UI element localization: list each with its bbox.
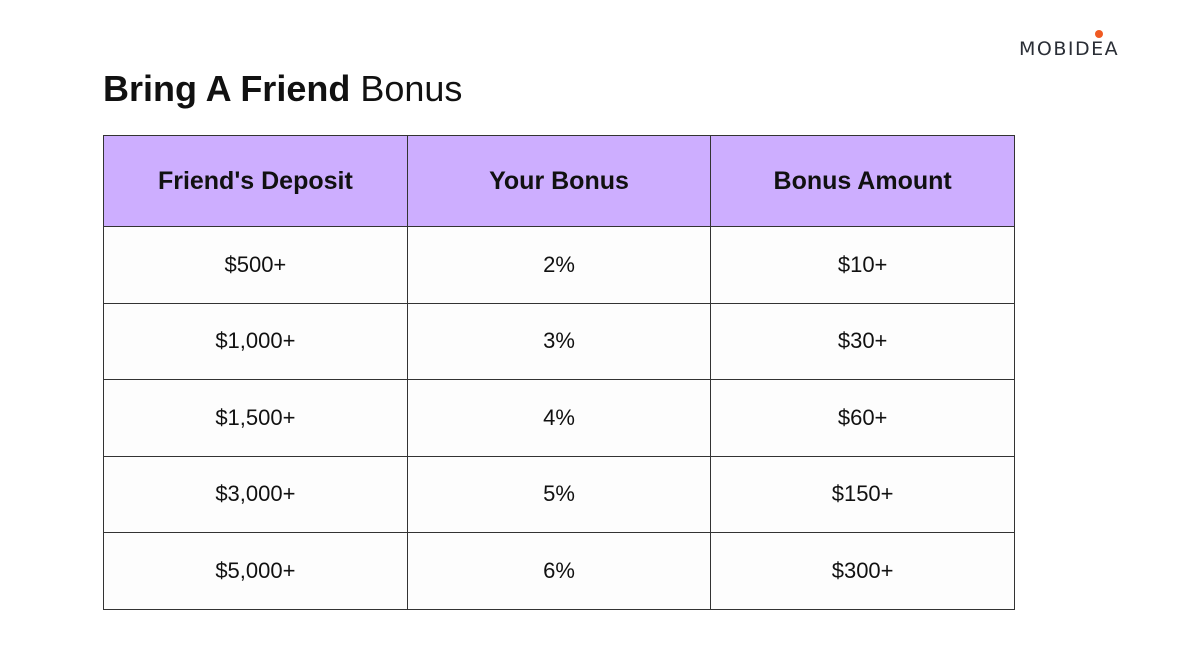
column-header: Bonus Amount: [710, 135, 1015, 227]
table-cell: $3,000+: [103, 455, 408, 533]
table-row: $1,000+ 3% $30+: [103, 302, 1015, 380]
logo-text: MOBIDEA: [1019, 38, 1120, 60]
table-cell: $5,000+: [103, 532, 408, 610]
table-row: $500+ 2% $10+: [103, 226, 1015, 304]
page-title: Bring A Friend Bonus: [103, 68, 462, 110]
table-row: $3,000+ 5% $150+: [103, 455, 1015, 533]
table-row: $5,000+ 6% $300+: [103, 532, 1015, 610]
column-header: Friend's Deposit: [103, 135, 408, 227]
table-cell: $300+: [710, 532, 1015, 610]
table-cell: $500+: [103, 226, 408, 304]
table-cell: $150+: [710, 455, 1015, 533]
logo-dot-icon: [1095, 30, 1103, 38]
table-cell: $1,500+: [103, 379, 408, 457]
table-cell: $1,000+: [103, 302, 408, 380]
table-cell: 3%: [406, 302, 712, 380]
title-regular: Bonus: [360, 68, 463, 109]
table-cell: 5%: [406, 455, 712, 533]
title-bold: Bring A Friend: [103, 68, 351, 109]
table-cell: $30+: [710, 302, 1015, 380]
table-header-row: Friend's Deposit Your Bonus Bonus Amount: [103, 135, 1015, 227]
bonus-table: Friend's Deposit Your Bonus Bonus Amount…: [103, 135, 1015, 610]
table-cell: 6%: [406, 532, 712, 610]
table-row: $1,500+ 4% $60+: [103, 379, 1015, 457]
column-header: Your Bonus: [406, 135, 712, 227]
table-cell: $10+: [710, 226, 1015, 304]
table-cell: 2%: [406, 226, 712, 304]
table-cell: 4%: [406, 379, 712, 457]
table-cell: $60+: [710, 379, 1015, 457]
